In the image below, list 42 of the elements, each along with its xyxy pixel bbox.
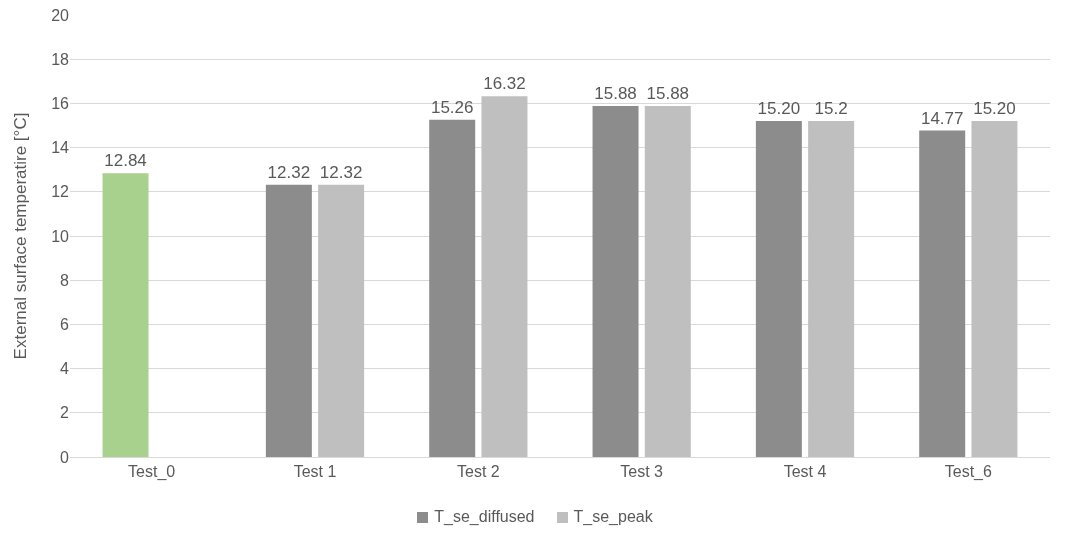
y-tick-label: 18 xyxy=(51,50,70,68)
y-tick-label: 4 xyxy=(60,360,70,378)
bar xyxy=(318,184,365,457)
data-label: 15.2 xyxy=(814,99,848,119)
y-tick-label: 12 xyxy=(51,183,70,201)
y-tick-label: 8 xyxy=(60,271,70,289)
y-tick-label: 16 xyxy=(51,95,70,112)
data-label: 12.32 xyxy=(319,162,363,182)
data-label: 15.26 xyxy=(430,97,474,117)
x-tick-label: Test 4 xyxy=(783,463,827,481)
y-tick-label: 14 xyxy=(51,139,70,157)
x-tick-label: Test_0 xyxy=(128,463,176,482)
bar xyxy=(481,96,528,457)
bar xyxy=(644,106,691,457)
legend-label: T_se_diffused xyxy=(434,508,535,526)
data-label: 15.20 xyxy=(973,99,1016,119)
data-label: 15.20 xyxy=(757,99,801,119)
bar xyxy=(265,184,312,457)
data-label: 12.32 xyxy=(267,162,311,182)
x-tick-label: Test 1 xyxy=(293,463,337,481)
x-tick-label: Test 2 xyxy=(456,463,500,481)
y-tick-label: 2 xyxy=(60,404,70,422)
data-label: 16.32 xyxy=(483,74,526,94)
x-tick-label: Test_6 xyxy=(944,463,992,482)
data-label: 15.88 xyxy=(646,84,690,104)
legend-label: T_se_peak xyxy=(573,508,653,526)
y-tick-label: 10 xyxy=(51,227,70,245)
data-label: 15.88 xyxy=(594,84,637,104)
data-label: 12.84 xyxy=(104,151,147,171)
bar xyxy=(102,173,149,457)
bar xyxy=(592,106,639,457)
bar xyxy=(971,121,1018,457)
bar xyxy=(808,121,855,457)
x-tick-label: Test 3 xyxy=(620,463,664,481)
y-tick-label: 20 xyxy=(51,6,70,24)
y-tick-label: 0 xyxy=(60,448,70,466)
bar xyxy=(919,130,966,457)
y-axis-title: External surface temperatire [°C] xyxy=(11,112,30,360)
y-tick-label: 6 xyxy=(60,316,70,333)
bar xyxy=(429,119,476,457)
data-label: 14.77 xyxy=(920,108,964,128)
bar xyxy=(755,121,802,457)
